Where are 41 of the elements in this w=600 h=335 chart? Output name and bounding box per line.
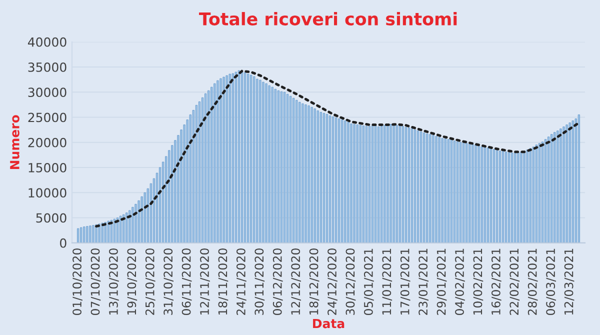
x-tick-label: 12/12/2020 bbox=[291, 248, 301, 314]
x-tick-label: 24/11/2020 bbox=[236, 248, 246, 315]
x-tick-label: 19/10/2020 bbox=[127, 248, 138, 314]
y-tick-label: 0 bbox=[60, 238, 66, 248]
x-tick-label: 06/11/2020 bbox=[182, 248, 192, 315]
x-tick-label: 30/11/2020 bbox=[254, 248, 265, 315]
x-tick-label: 06/03/2021 bbox=[546, 248, 556, 315]
line-series bbox=[95, 70, 580, 228]
x-tick-label: 25/10/2020 bbox=[145, 248, 156, 315]
x-tick-label: 13/10/2020 bbox=[108, 248, 119, 314]
chart-title: Totale ricoveri con sintomi bbox=[199, 12, 457, 26]
x-tick-label: 05/01/2021 bbox=[364, 248, 374, 315]
x-tick-label: 31/10/2020 bbox=[164, 248, 174, 315]
x-tick-label: 17/01/2021 bbox=[400, 248, 410, 314]
y-axis-title: Numero bbox=[10, 115, 20, 170]
x-tick-label: 24/12/2020 bbox=[328, 248, 338, 315]
y-tick-label: 20000 bbox=[28, 138, 66, 148]
x-tick-label: 06/12/2020 bbox=[272, 248, 283, 315]
x-tick-label: 12/03/2021 bbox=[564, 248, 574, 314]
x-tick-label: 07/10/2020 bbox=[90, 248, 101, 315]
y-tick-label: 5000 bbox=[36, 213, 66, 223]
x-tick-label: 12/11/2020 bbox=[200, 248, 210, 314]
x-tick-label: 11/01/2021 bbox=[382, 248, 392, 314]
y-tick-label: 35000 bbox=[28, 62, 66, 72]
y-tick-label: 15000 bbox=[28, 162, 66, 172]
x-tick-label: 23/01/2021 bbox=[418, 248, 428, 315]
x-tick-label: 18/12/2020 bbox=[309, 248, 320, 314]
x-tick-label: 10/02/2021 bbox=[473, 248, 484, 314]
x-tick-label: 22/02/2021 bbox=[510, 248, 520, 315]
x-tick-label: 01/10/2020 bbox=[72, 248, 82, 315]
y-tick-label: 40000 bbox=[28, 37, 66, 47]
x-tick-label: 30/12/2020 bbox=[346, 248, 356, 315]
y-tick-label: 30000 bbox=[28, 88, 66, 98]
x-tick-label: 29/01/2021 bbox=[436, 248, 447, 315]
x-tick-label: 18/11/2020 bbox=[218, 248, 228, 314]
y-tick-label: 10000 bbox=[28, 188, 66, 198]
x-tick-label: 04/02/2021 bbox=[455, 248, 465, 315]
x-tick-label: 16/02/2021 bbox=[491, 248, 502, 314]
y-tick-label: 25000 bbox=[28, 112, 66, 122]
x-axis-title: Data bbox=[313, 318, 344, 328]
x-tick-label: 28/02/2021 bbox=[528, 248, 538, 315]
